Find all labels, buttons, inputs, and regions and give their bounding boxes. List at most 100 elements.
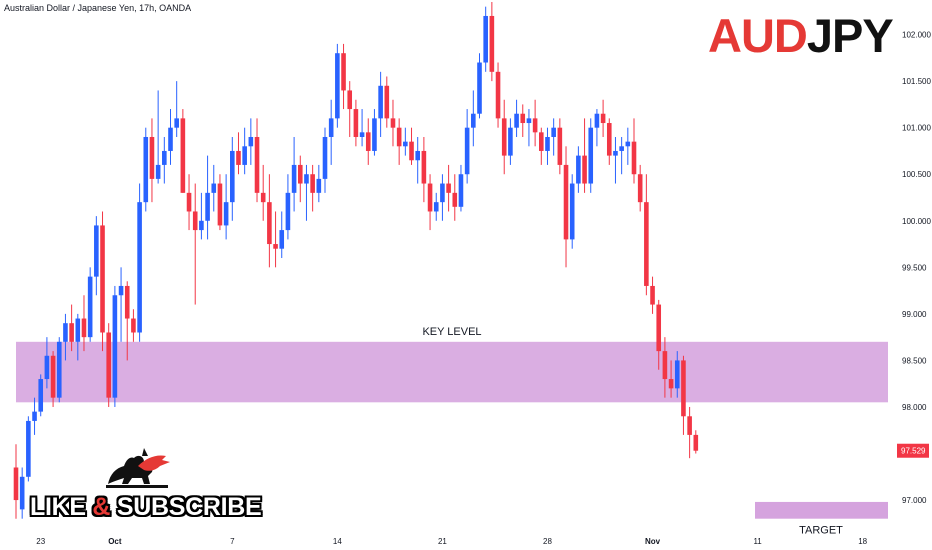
zone-labels: KEY LEVEL TARGET — [422, 326, 843, 537]
candle-body — [248, 136, 254, 147]
candle-body — [526, 118, 532, 124]
candle-body — [19, 476, 25, 510]
key-level-zone — [16, 341, 888, 403]
candle-body — [180, 118, 186, 193]
candle-body — [637, 174, 643, 203]
candle-body — [631, 141, 637, 175]
x-tick-label: 23 — [36, 537, 45, 546]
candle-body — [650, 285, 655, 305]
candle-body — [563, 164, 569, 240]
candle-body — [192, 211, 198, 231]
candle-body — [390, 118, 396, 128]
ampersand-text: & — [92, 493, 111, 521]
x-tick-label: 18 — [858, 537, 867, 546]
candle-body — [335, 53, 340, 119]
candle-body — [347, 90, 353, 110]
price-axis: 102.000 101.500 101.000 100.500 100.000 99.50… — [897, 31, 931, 505]
candle-body — [87, 276, 93, 338]
y-tick-label: 101.500 — [902, 77, 931, 86]
candle-body — [681, 360, 686, 417]
candle-body — [582, 155, 587, 184]
zones-layer — [16, 341, 888, 519]
x-tick-label: 11 — [753, 537, 762, 546]
time-axis: 23Oct7142128Nov111825Dec916 — [36, 537, 867, 546]
candle-body — [137, 202, 142, 333]
candle-body — [514, 113, 519, 128]
candle-body — [162, 150, 167, 165]
candle-body — [446, 183, 451, 193]
y-tick-label: 99.500 — [902, 263, 927, 272]
x-tick-label: 28 — [543, 537, 552, 546]
candle-body — [458, 174, 464, 207]
x-tick-label: Nov — [645, 537, 661, 546]
candle-body — [211, 183, 217, 193]
candle-body — [396, 127, 402, 147]
candle-body — [310, 174, 315, 193]
y-tick-label: 102.000 — [902, 31, 931, 40]
candle-body — [662, 351, 668, 380]
candle-body — [483, 15, 488, 63]
candle-body — [674, 360, 680, 389]
y-tick-label: 97.000 — [902, 496, 927, 505]
candle-body — [56, 341, 62, 398]
candle-body — [149, 136, 155, 179]
candle-body — [539, 132, 544, 151]
candle-body — [174, 118, 179, 128]
candle-body — [656, 304, 662, 352]
y-tick-label: 98.000 — [902, 403, 927, 412]
brand-title-jpy: JPY — [806, 9, 894, 62]
candle-body — [668, 379, 674, 389]
candle-body — [322, 136, 328, 179]
x-tick-label: 7 — [230, 537, 235, 546]
candle-body — [230, 150, 235, 203]
candle-body — [600, 113, 606, 124]
candle-body — [316, 178, 322, 193]
last-price-label: 97.529 — [901, 447, 926, 456]
candle-body — [403, 141, 408, 147]
candle-body — [279, 230, 285, 249]
candle-body — [38, 379, 44, 412]
candle-body — [557, 127, 563, 165]
candle-body — [217, 183, 223, 226]
candle-body — [50, 355, 56, 398]
bull-bear-logo-icon — [106, 448, 170, 488]
last-price-tag — [897, 443, 929, 458]
candle-body — [131, 318, 136, 333]
candle-body — [328, 118, 334, 137]
candle-body — [353, 109, 359, 137]
candle-body — [464, 127, 470, 175]
candle-body — [433, 202, 439, 212]
candle-body — [372, 118, 377, 151]
candle-body — [143, 136, 149, 203]
candle-body — [236, 150, 241, 165]
symbol-info: Australian Dollar / Japanese Yen, 17h, O… — [4, 3, 192, 13]
candle-body — [440, 183, 445, 203]
candle-body — [569, 183, 575, 240]
candle-body — [81, 318, 87, 338]
candle-body — [304, 174, 309, 184]
candle-body — [26, 420, 31, 477]
candle-body — [205, 192, 210, 221]
x-tick-label: 21 — [438, 537, 447, 546]
subscribe-text: SUBSCRIBE — [116, 493, 262, 521]
candles-layer — [13, 2, 699, 519]
x-tick-label: 14 — [333, 537, 342, 546]
candle-body — [267, 202, 272, 245]
candle-body — [409, 141, 414, 161]
candle-body — [378, 85, 383, 119]
candle-body — [75, 318, 81, 342]
y-tick-label: 100.000 — [902, 217, 931, 226]
candle-body — [471, 113, 476, 128]
y-tick-label: 98.500 — [902, 356, 927, 365]
candle-body — [63, 323, 68, 342]
candle-body — [359, 132, 365, 137]
candle-body — [477, 62, 482, 114]
candle-body — [112, 295, 118, 398]
candle-body — [199, 220, 204, 231]
candle-body — [532, 118, 538, 133]
candle-body — [273, 244, 278, 249]
candle-body — [613, 150, 618, 156]
like-text: LIKE — [30, 493, 86, 521]
brand-title-aud: AUD — [708, 9, 808, 62]
